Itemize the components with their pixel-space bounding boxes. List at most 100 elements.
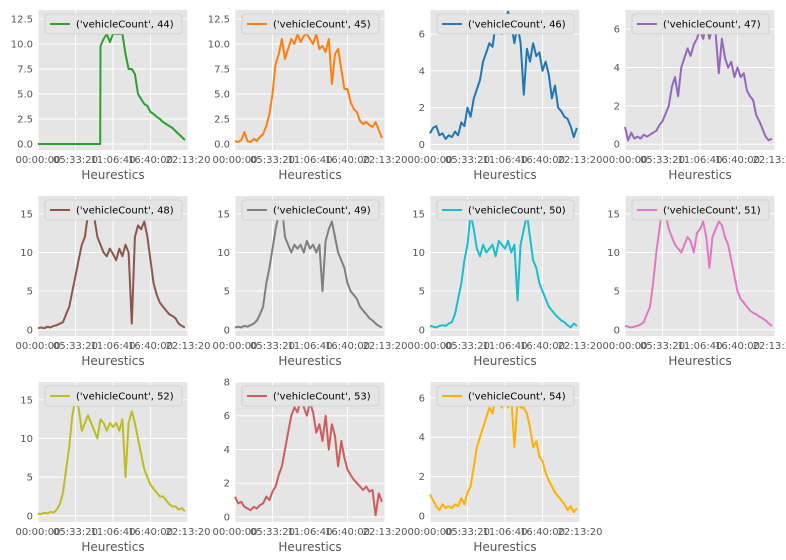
y-tick-label: 8 (224, 378, 230, 389)
x-axis-label: Heurestics (278, 168, 341, 182)
y-tick-label: 15 (412, 209, 425, 220)
legend-box (436, 13, 575, 35)
y-tick-label: 10 (217, 248, 230, 259)
x-tick-label: 22:13:20 (363, 155, 408, 166)
x-tick-label: 00:00:00 (603, 155, 648, 166)
legend: ('vehicleCount', 52) (44, 385, 183, 407)
legend: ('vehicleCount', 46) (436, 13, 575, 35)
x-tick-label: 00:00:00 (16, 155, 61, 166)
x-tick-label: 16:40:00 (520, 155, 565, 166)
x-axis-label: Heurestics (668, 354, 731, 368)
subplot-7: 0 5 10 15 00:00:0005:33:2011:06:4016:40:0022… (408, 196, 602, 368)
legend-box (44, 199, 183, 221)
legend: ('vehicleCount', 51) (631, 199, 770, 221)
x-tick-label: 22:13:20 (363, 527, 408, 538)
y-tick-label: 2 (419, 103, 425, 114)
x-axis-label: Heurestics (278, 540, 341, 554)
x-tick-label: 11:06:40 (678, 155, 723, 166)
legend-box (631, 13, 770, 35)
y-tick-label: 10 (20, 248, 33, 259)
y-tick-label: 5.0 (17, 90, 33, 101)
legend-label: ('vehicleCount', 51) (663, 206, 761, 217)
legend: ('vehicleCount', 44) (44, 13, 183, 35)
series-line (37, 398, 186, 516)
x-tick-label: 16:40:00 (715, 341, 760, 352)
y-tick-label: 15 (217, 209, 230, 220)
x-tick-label: 22:13:20 (363, 341, 408, 352)
series-line (37, 205, 186, 330)
x-tick-label: 16:40:00 (325, 155, 370, 166)
y-tick-label: 15 (20, 209, 33, 220)
x-tick-label: 05:33:20 (250, 527, 295, 538)
y-tick-label: 7.5 (17, 65, 33, 76)
x-tick-label: 16:40:00 (715, 155, 760, 166)
x-tick-label: 05:33:20 (445, 527, 490, 538)
y-tick-label: 5.0 (214, 90, 230, 101)
y-tick-label: 15 (607, 209, 620, 220)
x-axis-label: Heurestics (668, 168, 731, 182)
subplot-2: 0.0 2.5 5.0 7.5 10.0 12.5 00:00:0005:33:2011:0… (208, 10, 408, 182)
y-tick-label: 2 (614, 101, 620, 112)
x-tick-label: 05:33:20 (445, 155, 490, 166)
series-line (234, 205, 383, 329)
y-tick-label: 5 (27, 287, 33, 298)
legend: ('vehicleCount', 49) (241, 199, 380, 221)
x-tick-label: 05:33:20 (250, 341, 295, 352)
legend-box (241, 199, 380, 221)
series-line (234, 33, 383, 143)
y-tick-label: 6 (419, 29, 425, 40)
y-tick-label: 2 (224, 479, 230, 490)
x-tick-label: 11:06:40 (91, 341, 136, 352)
x-tick-label: 05:33:20 (250, 155, 295, 166)
y-tick-label: 6 (614, 25, 620, 36)
subplot-4: 0 2 4 6 00:00:0005:33:2011:06:4016:40:0022:1… (603, 10, 786, 182)
x-axis-label: Heurestics (278, 354, 341, 368)
x-tick-label: 16:40:00 (325, 527, 370, 538)
x-tick-label: 11:06:40 (483, 155, 528, 166)
x-axis-label: Heurestics (81, 540, 144, 554)
legend: ('vehicleCount', 53) (241, 385, 380, 407)
legend: ('vehicleCount', 50) (436, 199, 575, 221)
legend-label: ('vehicleCount', 53) (273, 392, 371, 403)
x-tick-label: 22:13:20 (166, 527, 211, 538)
legend-label: ('vehicleCount', 47) (663, 20, 761, 31)
x-axis-label: Heurestics (473, 540, 536, 554)
x-tick-label: 22:13:20 (558, 527, 603, 538)
x-axis-label: Heurestics (81, 354, 144, 368)
legend-label: ('vehicleCount', 54) (468, 392, 566, 403)
x-tick-label: 00:00:00 (213, 155, 258, 166)
x-axis-label: Heurestics (81, 168, 144, 182)
y-tick-label: 0 (419, 512, 425, 523)
x-tick-label: 16:40:00 (128, 155, 173, 166)
x-tick-label: 00:00:00 (16, 527, 61, 538)
subplot-10: 0 2 4 6 8 00:00:0005:33:2011:06:4016:40:0022:… (213, 378, 408, 555)
subplot-3: 0 2 4 6 00:00:0005:33:2011:06:4016:40:0022:1… (408, 10, 602, 182)
legend-label: ('vehicleCount', 46) (468, 20, 566, 31)
series-line (429, 212, 578, 329)
y-tick-label: 10 (607, 248, 620, 259)
y-tick-label: 0 (419, 325, 425, 336)
legend-label: ('vehicleCount', 45) (273, 20, 371, 31)
x-tick-label: 11:06:40 (288, 341, 333, 352)
legend-label: ('vehicleCount', 50) (468, 206, 566, 217)
y-tick-label: 5 (614, 287, 620, 298)
x-axis-label: Heurestics (473, 168, 536, 182)
x-axis-label: Heurestics (473, 354, 536, 368)
x-tick-label: 16:40:00 (128, 527, 173, 538)
x-tick-label: 11:06:40 (288, 527, 333, 538)
legend: ('vehicleCount', 48) (44, 199, 183, 221)
y-tick-label: 15 (20, 395, 33, 406)
x-tick-label: 11:06:40 (91, 527, 136, 538)
x-tick-label: 11:06:40 (678, 341, 723, 352)
x-tick-label: 11:06:40 (483, 341, 528, 352)
y-tick-label: 6 (419, 393, 425, 404)
y-tick-label: 2.5 (17, 115, 33, 126)
y-tick-label: 0 (614, 325, 620, 336)
legend-label: ('vehicleCount', 48) (76, 206, 174, 217)
subplot-6: 0 5 10 15 00:00:0005:33:2011:06:4016:40:0022… (213, 196, 408, 368)
x-tick-label: 22:13:20 (753, 341, 786, 352)
legend-box (436, 199, 575, 221)
legend: ('vehicleCount', 47) (631, 13, 770, 35)
legend-label: ('vehicleCount', 49) (273, 206, 371, 217)
